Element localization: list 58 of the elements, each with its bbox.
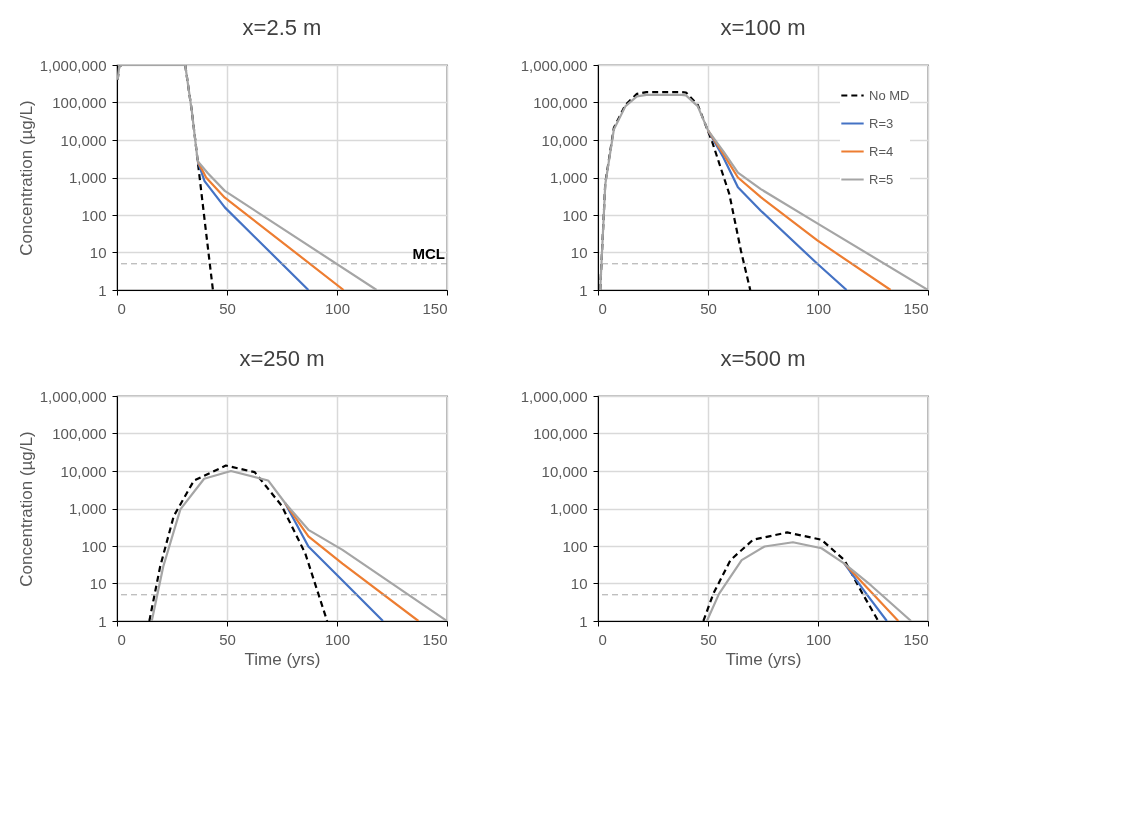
y-tick-label: 10,000 bbox=[60, 462, 107, 480]
chart-title: x=2.5 m bbox=[242, 15, 322, 40]
x-tick-label: 100 bbox=[805, 299, 832, 317]
legend-label: R=4 bbox=[869, 143, 894, 159]
y-tick-label: 10,000 bbox=[541, 462, 588, 480]
y-tick-label: 1,000 bbox=[549, 500, 588, 517]
x-tick-label: 0 bbox=[598, 299, 607, 317]
y-tick-label: 100,000 bbox=[533, 425, 588, 442]
x-tick-label: 150 bbox=[422, 299, 448, 317]
y-tick-label: 10,000 bbox=[541, 131, 588, 149]
y-tick-label: 100 bbox=[81, 206, 107, 224]
ref-line-label: MCL bbox=[412, 244, 445, 262]
y-tick-label: 1,000 bbox=[549, 169, 588, 186]
y-tick-label: 100 bbox=[562, 206, 588, 224]
x-tick-label: 50 bbox=[700, 299, 717, 317]
y-tick-label: 100,000 bbox=[52, 94, 107, 111]
y-tick-label: 1,000,000 bbox=[520, 387, 588, 405]
y-tick-label: 1,000,000 bbox=[39, 387, 107, 405]
x-tick-label: 0 bbox=[117, 630, 126, 648]
x-tick-label: 0 bbox=[117, 299, 126, 317]
y-tick-label: 1 bbox=[579, 281, 588, 299]
y-tick-label: 1,000 bbox=[68, 500, 107, 517]
legend-label: R=5 bbox=[869, 171, 894, 187]
y-tick-label: 10 bbox=[89, 244, 107, 261]
y-tick-label: 100 bbox=[81, 537, 107, 555]
y-tick-label: 10 bbox=[570, 575, 588, 592]
y-tick-label: 100,000 bbox=[52, 425, 107, 442]
chart-title: x=250 m bbox=[239, 346, 325, 371]
y-tick-label: 100,000 bbox=[533, 94, 588, 111]
y-tick-label: 1,000 bbox=[68, 169, 107, 186]
x-tick-label: 150 bbox=[422, 630, 448, 648]
x-tick-label: 100 bbox=[324, 630, 351, 648]
chart-title: x=100 m bbox=[720, 15, 806, 40]
y-axis-title: Concentration (µg/L) bbox=[16, 431, 36, 587]
x-tick-label: 100 bbox=[805, 630, 832, 648]
y-axis-title: Concentration (µg/L) bbox=[16, 100, 36, 256]
x-tick-label: 100 bbox=[324, 299, 351, 317]
x-axis-title: Time (yrs) bbox=[725, 649, 802, 669]
x-tick-label: 50 bbox=[219, 299, 236, 317]
y-tick-label: 10 bbox=[570, 244, 588, 261]
y-tick-label: 1,000,000 bbox=[39, 56, 107, 74]
x-tick-label: 50 bbox=[700, 630, 717, 648]
y-tick-label: 1 bbox=[579, 612, 588, 630]
chart-title: x=500 m bbox=[720, 346, 806, 371]
x-axis-title: Time (yrs) bbox=[244, 649, 321, 669]
x-tick-label: 150 bbox=[903, 630, 929, 648]
line-series bbox=[196, 160, 310, 290]
legend-label: R=3 bbox=[869, 115, 894, 131]
x-tick-label: 0 bbox=[598, 630, 607, 648]
y-tick-label: 10,000 bbox=[60, 131, 107, 149]
legend-label: No MD bbox=[869, 87, 910, 103]
x-tick-label: 150 bbox=[903, 299, 929, 317]
y-tick-label: 1 bbox=[98, 281, 107, 299]
y-tick-label: 100 bbox=[562, 537, 588, 555]
y-tick-label: 1 bbox=[98, 612, 107, 630]
y-tick-label: 10 bbox=[89, 575, 107, 592]
y-tick-label: 1,000,000 bbox=[520, 56, 588, 74]
x-tick-label: 50 bbox=[219, 630, 236, 648]
